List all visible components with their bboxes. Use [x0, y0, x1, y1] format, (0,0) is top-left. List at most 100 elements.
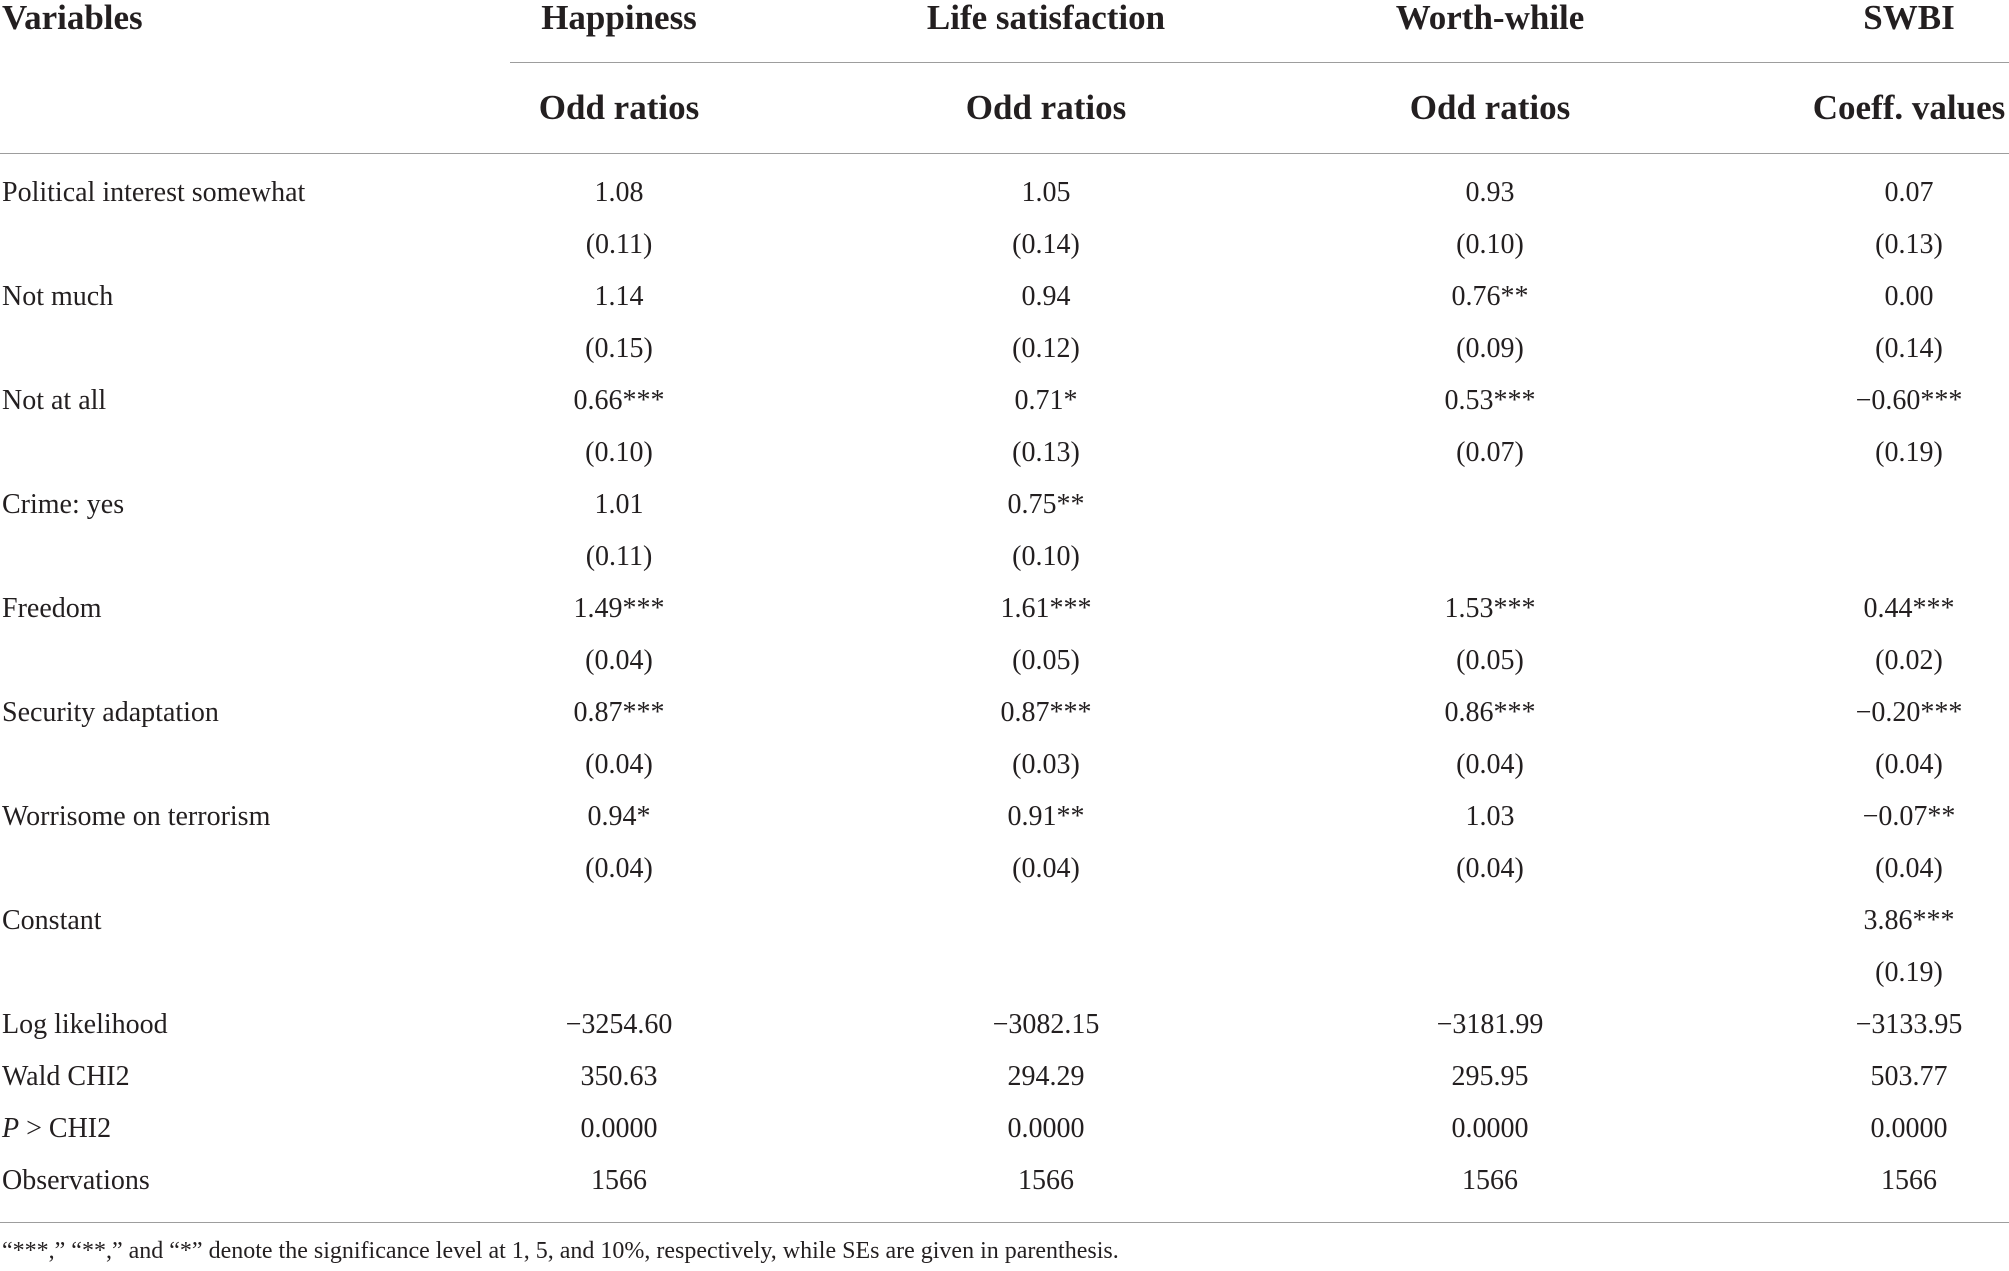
table-cell: (0.05) [1012, 645, 1080, 676]
table-row: Log likelihood −3254.60 −3082.15 −3181.99 −3… [0, 1009, 2009, 1061]
col-header-life-satisfaction: Life satisfaction [926, 0, 1166, 37]
table-cell: 0.0000 [580, 1113, 658, 1144]
row-label-text: > CHI2 [19, 1113, 112, 1144]
table-row: Observations 1566 1566 1566 1566 [0, 1165, 2009, 1217]
table-cell: 0.91** [1007, 801, 1085, 832]
table-cell: 0.86*** [1444, 697, 1536, 728]
row-label: Security adaptation [2, 697, 219, 728]
col-subheader-worth-while: Odd ratios [1409, 88, 1571, 127]
table-cell: 1566 [591, 1165, 647, 1196]
table-cell: (0.11) [585, 229, 653, 260]
table-cell: (0.10) [1012, 541, 1080, 572]
table-cell: (0.04) [585, 749, 653, 780]
table-row: P > CHI2 0.0000 0.0000 0.0000 0.0000 [0, 1113, 2009, 1165]
row-label: Freedom [2, 593, 102, 624]
table-header: Variables Happiness Life satisfaction Wo… [0, 0, 2009, 154]
row-label: Log likelihood [2, 1009, 168, 1040]
table-cell: (0.04) [1456, 749, 1524, 780]
table-cell: (0.19) [1875, 957, 1943, 988]
table-cell: 294.29 [1007, 1061, 1085, 1092]
table-cell: 1.03 [1465, 801, 1515, 832]
table-row: Political interest somewhat 1.08 1.05 0.93 0… [0, 177, 2009, 229]
table-cell: (0.10) [585, 437, 653, 468]
table-cell: (0.15) [585, 333, 653, 364]
table-row: Constant 3.86*** [0, 905, 2009, 957]
table-cell: −0.60*** [1855, 385, 1963, 416]
table-cell: 295.95 [1451, 1061, 1529, 1092]
table-row: (0.10) (0.13) (0.07) (0.19) [0, 437, 2009, 489]
table-cell: (0.07) [1456, 437, 1524, 468]
row-label: Crime: yes [2, 489, 125, 520]
row-label: Observations [2, 1165, 150, 1196]
table-cell: 0.00 [1884, 281, 1934, 312]
header-bottom-rule [0, 153, 2009, 154]
table-cell: 0.07 [1884, 177, 1934, 208]
table-cell: 0.0000 [1007, 1113, 1085, 1144]
col-subheader-swbi: Coeff. values [1812, 88, 2006, 127]
table-cell: (0.19) [1875, 437, 1943, 468]
table-cell: −3254.60 [565, 1009, 673, 1040]
row-label: Not much [2, 281, 114, 312]
table-cell: 0.94* [587, 801, 651, 832]
row-label: Political interest somewhat [2, 177, 306, 208]
table-cell: 0.71* [1014, 385, 1078, 416]
table-cell: (0.10) [1456, 229, 1524, 260]
row-label: Not at all [2, 385, 107, 416]
col-header-happiness: Happiness [541, 0, 697, 37]
table-row: (0.04) (0.03) (0.04) (0.04) [0, 749, 2009, 801]
table-cell: (0.11) [585, 541, 653, 572]
table-cell: (0.14) [1875, 333, 1943, 364]
table-cell: 1566 [1018, 1165, 1074, 1196]
col-subheader-happiness: Odd ratios [538, 88, 700, 127]
table-cell: (0.04) [1012, 853, 1080, 884]
col-header-swbi: SWBI [1863, 0, 1955, 37]
col-header-worth-while: Worth-while [1395, 0, 1585, 37]
table-cell: (0.14) [1012, 229, 1080, 260]
table-cell: (0.04) [1875, 749, 1943, 780]
table-cell: (0.13) [1012, 437, 1080, 468]
table-cell: −3181.99 [1436, 1009, 1544, 1040]
row-label: Constant [2, 905, 102, 936]
table-cell: 0.76** [1451, 281, 1529, 312]
table-cell: (0.05) [1456, 645, 1524, 676]
table-cell: (0.04) [585, 645, 653, 676]
table-row: Crime: yes 1.01 0.75** [0, 489, 2009, 541]
table-cell: 0.0000 [1451, 1113, 1529, 1144]
table-cell: 0.53*** [1444, 385, 1536, 416]
table-cell: (0.13) [1875, 229, 1943, 260]
table-footnote: “***,” “**,” and “*” denote the signific… [2, 1238, 1119, 1264]
table-row: Not at all 0.66*** 0.71* 0.53*** −0.60*** [0, 385, 2009, 437]
table-bottom-rule [0, 1222, 2009, 1223]
table-row: (0.11) (0.10) [0, 541, 2009, 593]
table-cell: (0.09) [1456, 333, 1524, 364]
table-cell: (0.02) [1875, 645, 1943, 676]
table-row: (0.11) (0.14) (0.10) (0.13) [0, 229, 2009, 281]
table-cell: 0.75** [1007, 489, 1085, 520]
table-row: Not much 1.14 0.94 0.76** 0.00 [0, 281, 2009, 333]
table-row: Security adaptation 0.87*** 0.87*** 0.86***… [0, 697, 2009, 749]
table-cell: 0.94 [1021, 281, 1071, 312]
variables-header: Variables [2, 0, 143, 37]
table-cell: 1.08 [594, 177, 644, 208]
table-cell: (0.04) [1875, 853, 1943, 884]
table-cell: 3.86*** [1863, 905, 1955, 936]
table-cell: 1.05 [1021, 177, 1071, 208]
table-row: (0.04) (0.04) (0.04) (0.04) [0, 853, 2009, 905]
table-cell: (0.12) [1012, 333, 1080, 364]
row-label: Wald CHI2 [2, 1061, 130, 1092]
table-cell: −3133.95 [1855, 1009, 1963, 1040]
table-cell: 1.01 [594, 489, 644, 520]
table-cell: 1.53*** [1444, 593, 1536, 624]
header-divider [510, 62, 2009, 63]
table-cell: 1.49*** [573, 593, 665, 624]
table-cell: 0.93 [1465, 177, 1515, 208]
table-row: Freedom 1.49*** 1.61*** 1.53*** 0.44*** [0, 593, 2009, 645]
table-cell: −0.20*** [1855, 697, 1963, 728]
table-row: (0.19) [0, 957, 2009, 1009]
table-row: (0.15) (0.12) (0.09) (0.14) [0, 333, 2009, 385]
table-cell: (0.04) [1456, 853, 1524, 884]
table-row: Wald CHI2 350.63 294.29 295.95 503.77 [0, 1061, 2009, 1113]
table-cell: 0.0000 [1870, 1113, 1948, 1144]
table-cell: 0.87*** [573, 697, 665, 728]
